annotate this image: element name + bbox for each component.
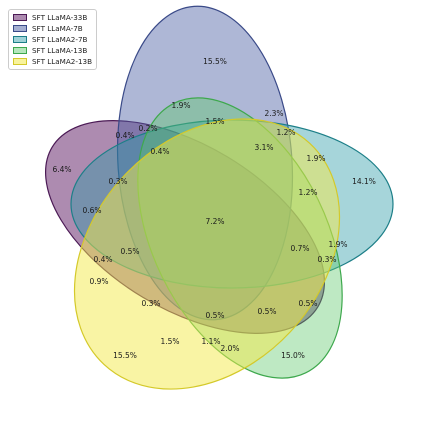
legend-label-llama-7b: SFT LLaMA-7B [32,24,83,33]
region-label: 0.4% [150,147,169,156]
legend-label-llama2-7b: SFT LLaMA2-7B [32,35,88,44]
region-label: 1.5% [160,337,179,346]
region-label: 0.4% [93,255,112,264]
legend-item-llama-33b: SFT LLaMA-33B [13,12,92,23]
legend-swatch-llama2-13b [13,58,27,65]
region-label: 0.5% [298,299,317,308]
legend-label-llama2-13b: SFT LLaMA2-13B [32,57,93,66]
region-label: 15.5% [203,57,227,66]
region-label: 0.7% [290,244,309,253]
region-label: 14.1% [352,177,376,186]
region-label: 1.5% [205,117,224,126]
legend-swatch-llama2-7b [13,36,27,43]
region-label: 15.5% [113,351,137,360]
region-label: 0.9% [89,277,108,286]
set-llama2-13b-ellipse [73,118,341,390]
region-label: 15.0% [281,351,305,360]
region-label: 1.2% [276,128,295,137]
legend-label-llama-13b: SFT LLaMA-13B [32,46,88,55]
region-label: 1.9% [328,240,347,249]
region-label: 2.0% [220,344,239,353]
legend-swatch-llama-13b [13,47,27,54]
legend-item-llama-7b: SFT LLaMA-7B [13,23,92,34]
legend-item-llama2-13b: SFT LLaMA2-13B [13,56,92,67]
region-label: 0.3% [141,299,160,308]
legend-label-llama-33b: SFT LLaMA-33B [32,13,88,22]
region-label: 0.3% [108,177,127,186]
region-label: 0.3% [317,255,336,264]
region-label: 3.1% [254,143,273,152]
region-label: 0.5% [205,311,224,320]
region-label: 1.2% [298,188,317,197]
region-label: 6.4% [52,165,71,174]
region-label: 0.5% [120,247,139,256]
region-label: 0.6% [82,206,101,215]
region-label: 0.5% [257,307,276,316]
region-label: 7.2% [205,217,224,226]
legend-swatch-llama-7b [13,25,27,32]
legend-item-llama2-7b: SFT LLaMA2-7B [13,34,92,45]
region-label: 2.3% [264,109,283,118]
legend: SFT LLaMA-33B SFT LLaMA-7B SFT LLaMA2-7B… [8,9,98,70]
region-label: 0.2% [138,124,157,133]
region-label: 1.9% [306,154,325,163]
legend-item-llama-13b: SFT LLaMA-13B [13,45,92,56]
region-label: 1.1% [201,337,220,346]
region-label: 1.9% [171,101,190,110]
legend-swatch-llama-33b [13,14,27,21]
region-label: 0.4% [115,131,134,140]
